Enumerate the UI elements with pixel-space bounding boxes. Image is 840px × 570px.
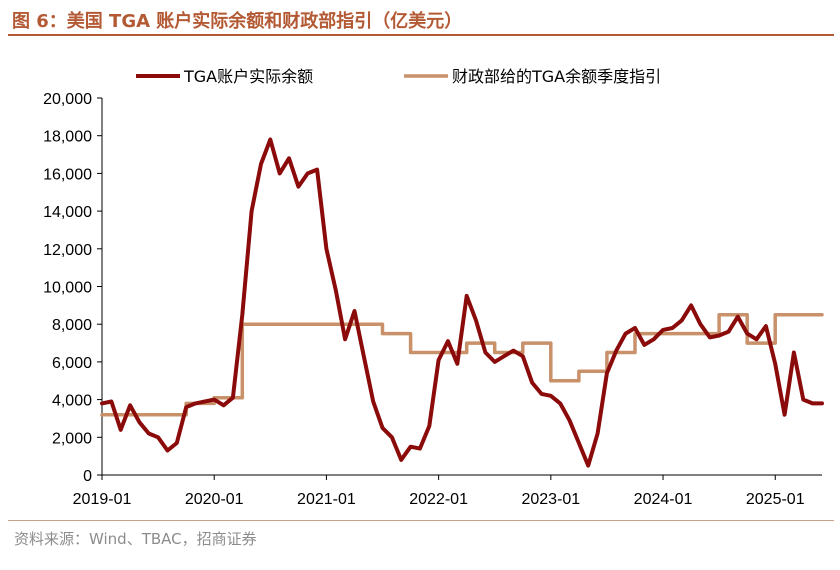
y-tick-label: 10,000: [43, 280, 92, 297]
x-tick-label: 2024-01: [634, 491, 693, 508]
y-tick-label: 18,000: [43, 129, 92, 146]
figure-title: 图 6：美国 TGA 账户实际余额和财政部指引（亿美元）: [12, 11, 463, 32]
y-tick-label: 8,000: [52, 317, 92, 334]
x-tick-label: 2023-01: [521, 491, 580, 508]
x-tick-label: 2021-01: [297, 491, 356, 508]
figure-header: 图 6：美国 TGA 账户实际余额和财政部指引（亿美元）: [0, 0, 840, 38]
y-tick-label: 20,000: [43, 91, 92, 108]
source-rule: [8, 520, 834, 521]
x-tick-label: 2019-01: [73, 491, 132, 508]
series-layer: [100, 137, 824, 468]
y-tick-label: 4,000: [52, 393, 92, 410]
y-tick-label: 2,000: [52, 430, 92, 447]
x-tick-label: 2020-01: [185, 491, 244, 508]
chart-axes: 0 2,000 4,000 6,000 8,000 10,000 12,000 14,000 1…: [43, 91, 822, 508]
y-tick-label: 6,000: [52, 355, 92, 372]
y-tick-label: 0: [83, 468, 92, 485]
y-tick-label: 12,000: [43, 242, 92, 259]
legend-label-actual: TGA账户实际余额: [183, 67, 313, 86]
series-line-guidance: [100, 313, 824, 417]
series-line-actual: [100, 137, 824, 468]
chart-legend: TGA账户实际余额 财政部给的TGA余额季度指引: [136, 67, 661, 86]
x-tick-label: 2025-01: [746, 491, 805, 508]
y-tick-label: 16,000: [43, 166, 92, 183]
legend-label-guidance: 财政部给的TGA余额季度指引: [452, 67, 661, 86]
tga-line-chart: 0 2,000 4,000 6,000 8,000 10,000 12,000 14,000 1…: [43, 67, 824, 508]
title-rule: [8, 34, 834, 36]
y-tick-label: 14,000: [43, 204, 92, 221]
source-note: 资料来源：Wind、TBAC，招商证券: [14, 530, 257, 548]
x-tick-label: 2022-01: [409, 491, 468, 508]
